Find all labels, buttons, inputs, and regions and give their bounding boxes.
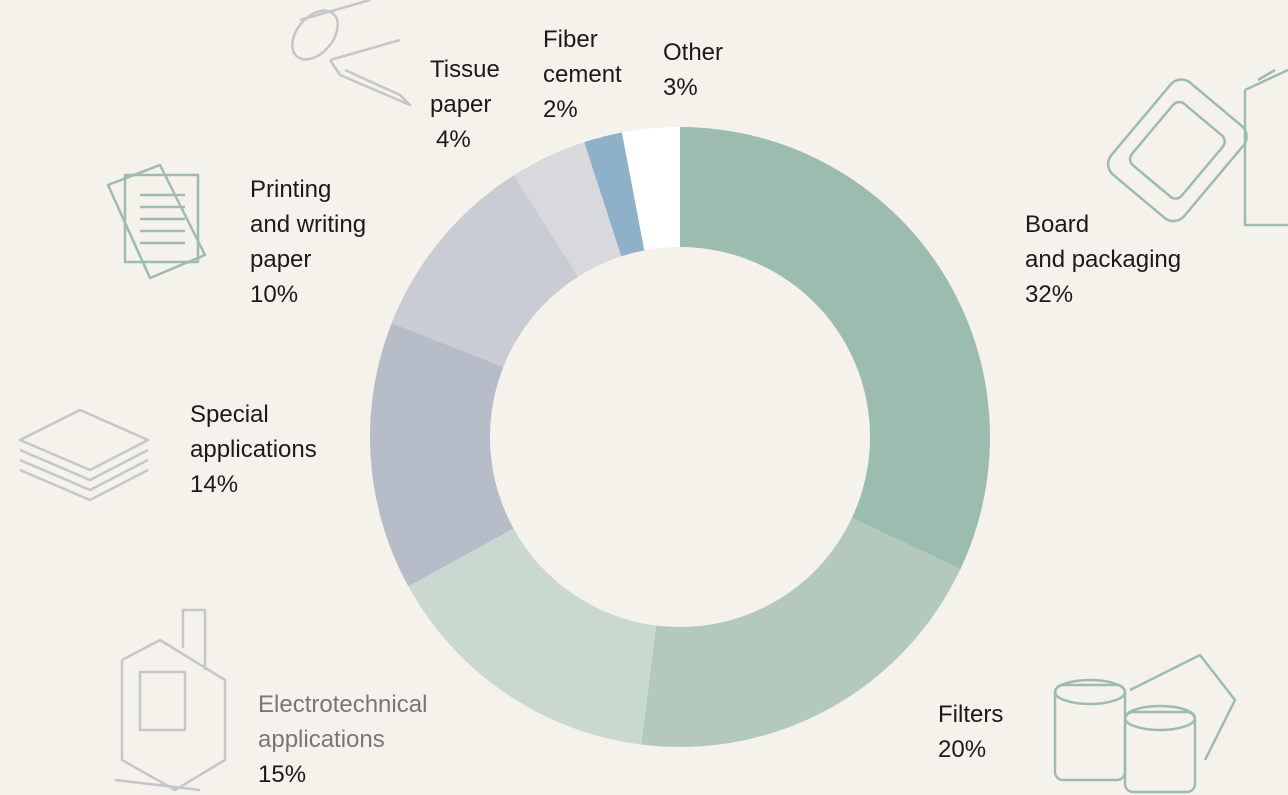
value-label: 4% [436,126,471,153]
paper-icon [106,163,207,280]
donut-segment [621,127,680,251]
segment-label: Printing and writing paper 10% [250,172,366,312]
segment-label: Tissue paper 4% [430,52,500,157]
tissue-icon [291,0,412,107]
segment-label: Filters 20% [938,697,1003,767]
value-label: 15% [258,761,307,788]
category-name: Filters [938,701,1004,728]
category-name: Electrotechnical applications [258,691,428,753]
packaging-icon [1106,68,1288,227]
value-label: 10% [250,281,299,308]
category-name: Other [663,39,724,66]
category-name: Special applications [190,401,317,463]
segment-label: Special applications 14% [190,397,317,502]
filters-icon [1053,653,1237,794]
donut-segment [584,132,645,257]
value-label: 32% [1025,281,1074,308]
donut-segment [408,528,657,745]
value-label: 20% [938,736,987,763]
value-label: 3% [663,74,698,101]
sheets-icon [18,408,150,502]
segment-label: Other 3% [663,35,723,105]
donut-segment [641,517,961,747]
donut-segment [513,142,622,277]
category-name: Tissue paper [430,56,500,118]
value-label: 14% [190,471,239,498]
electro-icon [114,608,227,792]
donut-segment [680,127,990,569]
segment-label: Electrotechnical applications 15% [258,687,427,792]
segment-label: Board and packaging 32% [1025,207,1181,312]
value-label: 2% [543,96,578,123]
category-name: Printing and writing paper [250,176,367,273]
icons [18,0,1288,794]
category-name: Board and packaging [1025,211,1182,273]
donut-segment [391,175,579,368]
category-name: Fiber cement [543,26,622,88]
segment-label: Fiber cement 2% [543,22,622,127]
donut-segment [370,322,514,587]
